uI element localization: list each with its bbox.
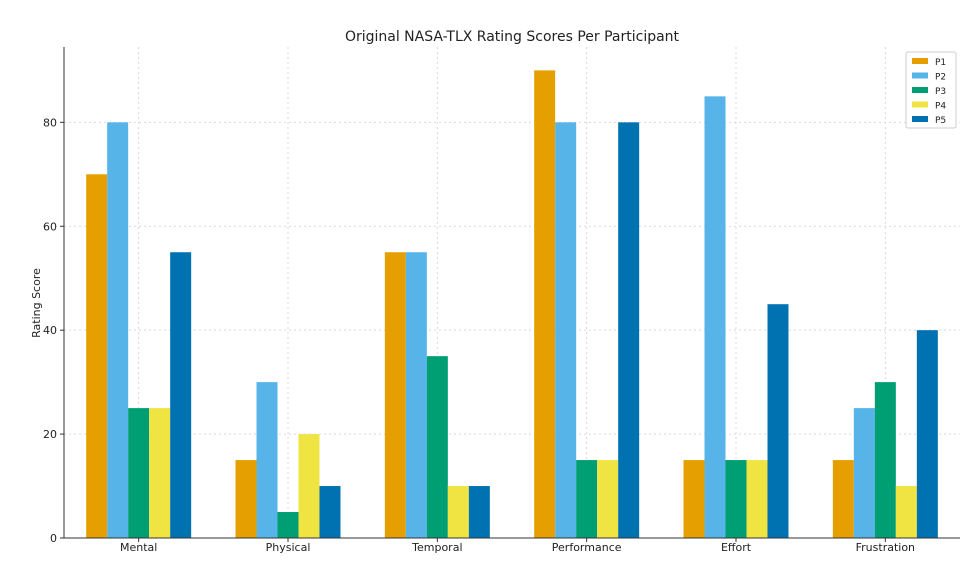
- bar-p1-performance: [534, 70, 556, 538]
- bar-p5-mental: [170, 252, 192, 539]
- legend-label-p5: P5: [935, 116, 946, 126]
- legend-swatch-p4: [912, 101, 928, 108]
- x-tick-label: Mental: [120, 541, 157, 554]
- tick-labels: 0 20 40 60 80 Mental Physical Temporal Performan…: [43, 116, 915, 554]
- bar-p3-frustration: [874, 382, 896, 538]
- bar-p2-performance: [555, 122, 577, 538]
- y-tick-label: 40: [43, 324, 57, 337]
- bar-p2-physical: [256, 382, 278, 538]
- bar-p4-frustration: [895, 486, 917, 538]
- bar-p2-mental: [107, 122, 129, 538]
- bar-p5-temporal: [468, 486, 490, 538]
- bar-p3-mental: [128, 408, 150, 538]
- legend-label-p4: P4: [935, 102, 946, 112]
- bar-p1-frustration: [832, 460, 854, 538]
- bar-p1-mental: [86, 174, 108, 538]
- bar-p2-temporal: [405, 252, 427, 539]
- axes: [60, 47, 960, 542]
- legend-label-p1: P1: [935, 58, 946, 68]
- bar-p3-temporal: [426, 356, 448, 538]
- x-tick-label: Effort: [721, 541, 752, 554]
- y-tick-label: 60: [43, 220, 57, 233]
- bar-p3-performance: [576, 460, 598, 538]
- bars: [86, 70, 938, 539]
- bar-p4-performance: [597, 460, 619, 538]
- y-tick-label: 80: [43, 116, 57, 129]
- bar-p4-temporal: [447, 486, 469, 538]
- bar-p5-effort: [767, 304, 789, 538]
- bar-p1-temporal: [384, 252, 406, 539]
- legend-swatch-p2: [912, 72, 928, 79]
- legend-swatch-p3: [912, 87, 928, 93]
- bar-p1-effort: [683, 460, 705, 538]
- legend-label-p2: P2: [935, 73, 946, 83]
- y-axis-label: Rating Score: [30, 268, 43, 338]
- x-tick-label: Temporal: [411, 541, 462, 554]
- x-tick-label: Frustration: [856, 541, 915, 554]
- legend-box: [905, 51, 957, 129]
- legend-swatch-p1: [912, 58, 928, 64]
- legend-label-p3: P3: [935, 87, 946, 97]
- x-tick-label: Physical: [266, 541, 311, 554]
- gridlines: [64, 47, 960, 538]
- bar-p5-physical: [319, 486, 341, 538]
- y-tick-label: 20: [43, 428, 57, 441]
- legend-swatch-p5: [912, 116, 928, 122]
- bar-p4-mental: [149, 408, 171, 538]
- bar-p2-frustration: [853, 408, 875, 538]
- chart-title: Original NASA-TLX Rating Scores Per Part…: [345, 29, 680, 45]
- bar-p5-frustration: [916, 330, 938, 538]
- bar-p3-physical: [277, 512, 299, 538]
- bar-p5-performance: [618, 122, 640, 538]
- x-tick-label: Performance: [552, 541, 622, 554]
- bar-p4-physical: [298, 434, 320, 538]
- bar-p1-physical: [235, 460, 257, 538]
- bar-p4-effort: [746, 460, 768, 538]
- bar-p2-effort: [704, 96, 726, 538]
- legend: P1 P2 P3 P4 P5: [905, 51, 957, 129]
- y-tick-label: 0: [50, 532, 57, 545]
- bar-p3-effort: [725, 460, 747, 538]
